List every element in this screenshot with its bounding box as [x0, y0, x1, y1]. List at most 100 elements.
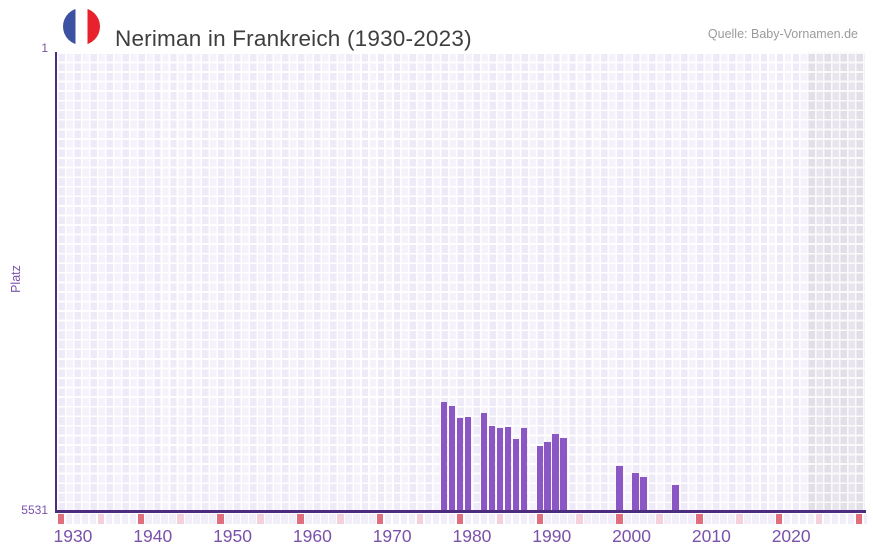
axis-marker-1966 — [360, 514, 368, 524]
y-axis-line — [55, 52, 57, 511]
axis-marker-2007 — [688, 514, 695, 524]
axis-marker-1958 — [297, 514, 304, 524]
axis-marker-1950 — [233, 514, 240, 524]
bar-1989[interactable] — [544, 442, 552, 511]
axis-marker-1983 — [496, 514, 504, 524]
axis-marker-1995 — [592, 514, 599, 524]
axis-marker-2026 — [839, 514, 847, 524]
bar-2000[interactable] — [632, 472, 639, 511]
x-tick-2020: 2020 — [771, 526, 811, 546]
axis-marker-1975 — [432, 514, 440, 524]
bar-1986[interactable] — [520, 427, 528, 511]
axis-marker-2029 — [863, 514, 867, 524]
axis-marker-2003 — [656, 514, 663, 524]
axis-marker-2021 — [799, 514, 807, 524]
axis-marker-1961 — [321, 514, 328, 524]
axis-marker-2010 — [712, 514, 719, 524]
axis-marker-1930 — [73, 514, 81, 524]
x-tick-1940: 1940 — [133, 526, 173, 546]
bar-1981[interactable] — [480, 412, 488, 511]
x-tick-2000: 2000 — [612, 526, 652, 546]
axis-marker-1965 — [352, 514, 360, 524]
axis-marker-1929 — [65, 514, 73, 524]
axis-marker-1980 — [472, 514, 480, 524]
axis-marker-1939 — [145, 514, 153, 524]
axis-marker-2006 — [680, 514, 687, 524]
source-link[interactable]: Quelle: Baby-Vornamen.de — [707, 27, 858, 41]
axis-marker-2016 — [759, 514, 767, 524]
axis-marker-1974 — [424, 514, 432, 524]
bar-1978[interactable] — [456, 417, 464, 511]
axis-marker-1942 — [169, 514, 176, 524]
axis-marker-1945 — [193, 514, 200, 524]
axis-marker-1967 — [368, 514, 376, 524]
chart-title: Neriman in Frankreich (1930-2023) — [115, 26, 472, 52]
axis-marker-2008 — [696, 514, 703, 524]
x-tick-labels: 1930 1940 1950 1960 1970 1980 1990 2000 2010 2020 — [53, 526, 867, 550]
axis-marker-1973 — [416, 514, 424, 524]
axis-marker-1933 — [97, 514, 105, 524]
axis-marker-1944 — [185, 514, 192, 524]
x-axis-line — [55, 510, 866, 513]
axis-marker-2018 — [775, 514, 783, 524]
axis-marker-1953 — [257, 514, 264, 524]
future-years-shade — [807, 52, 865, 511]
axis-marker-2025 — [831, 514, 839, 524]
bar-1977[interactable] — [448, 406, 456, 511]
axis-marker-1968 — [376, 514, 384, 524]
axis-marker-1960 — [313, 514, 320, 524]
axis-marker-1955 — [273, 514, 280, 524]
axis-marker-1996 — [600, 514, 607, 524]
axis-marker-1934 — [105, 514, 113, 524]
axis-marker-1941 — [161, 514, 169, 524]
axis-marker-1971 — [400, 514, 408, 524]
axis-marker-1962 — [329, 514, 336, 524]
x-tick-2010: 2010 — [691, 526, 731, 546]
axis-marker-1937 — [129, 514, 137, 524]
axis-marker-2015 — [751, 514, 759, 524]
axis-marker-1984 — [504, 514, 512, 524]
axis-marker-1951 — [241, 514, 248, 524]
axis-marker-1997 — [608, 514, 615, 524]
bar-1985[interactable] — [512, 438, 520, 511]
axis-marker-2027 — [847, 514, 855, 524]
bar-1976[interactable] — [440, 402, 448, 511]
x-tick-1960: 1960 — [292, 526, 332, 546]
x-tick-1970: 1970 — [372, 526, 412, 546]
axis-marker-1947 — [209, 514, 216, 524]
axis-marker-2009 — [704, 514, 711, 524]
bar-1988[interactable] — [536, 446, 544, 511]
axis-marker-2011 — [720, 514, 727, 524]
axis-marker-1963 — [337, 514, 344, 524]
axis-marker-1969 — [384, 514, 392, 524]
bar-1983[interactable] — [496, 427, 504, 511]
axis-marker-strip — [57, 514, 867, 524]
axis-marker-1954 — [265, 514, 272, 524]
bar-2005[interactable] — [672, 485, 679, 511]
bar-1991[interactable] — [560, 437, 568, 511]
axis-marker-1959 — [305, 514, 312, 524]
axis-marker-2019 — [783, 514, 791, 524]
bar-1990[interactable] — [552, 433, 560, 511]
axis-marker-1988 — [536, 514, 544, 524]
axis-marker-2005 — [672, 514, 679, 524]
axis-marker-2024 — [823, 514, 831, 524]
bar-1984[interactable] — [504, 427, 512, 511]
x-tick-1930: 1930 — [53, 526, 93, 546]
axis-marker-1985 — [512, 514, 520, 524]
france-flag-icon — [63, 8, 100, 45]
bar-2001[interactable] — [640, 476, 647, 511]
axis-marker-2017 — [767, 514, 775, 524]
axis-marker-2020 — [791, 514, 799, 524]
axis-marker-2004 — [664, 514, 671, 524]
bar-1979[interactable] — [464, 417, 472, 511]
axis-marker-1928 — [57, 514, 65, 524]
bar-1998[interactable] — [616, 466, 623, 511]
bar-1982[interactable] — [488, 426, 496, 511]
axis-marker-1964 — [344, 514, 352, 524]
axis-marker-1981 — [480, 514, 488, 524]
axis-marker-1999 — [624, 514, 631, 524]
axis-marker-1993 — [576, 514, 583, 524]
axis-marker-2012 — [728, 514, 735, 524]
